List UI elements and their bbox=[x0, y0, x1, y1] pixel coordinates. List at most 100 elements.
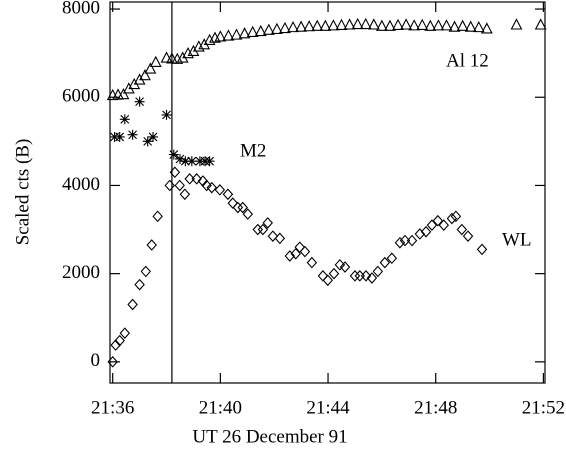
marker bbox=[446, 212, 458, 225]
marker bbox=[464, 20, 477, 32]
annotation: M2 bbox=[240, 140, 266, 161]
marker bbox=[214, 30, 227, 42]
marker bbox=[214, 184, 226, 196]
marker bbox=[142, 136, 153, 147]
marker bbox=[106, 88, 119, 101]
marker bbox=[127, 298, 138, 311]
x-tick-label: 21:44 bbox=[306, 397, 350, 418]
y-tick-label: 4000 bbox=[62, 174, 100, 195]
marker bbox=[375, 19, 388, 31]
marker bbox=[144, 62, 157, 74]
marker bbox=[360, 270, 372, 282]
marker bbox=[191, 173, 202, 185]
marker bbox=[134, 96, 145, 107]
marker bbox=[160, 51, 173, 63]
marker bbox=[134, 278, 145, 291]
marker bbox=[257, 223, 269, 236]
marker bbox=[222, 188, 234, 201]
marker bbox=[334, 258, 346, 271]
annotation: WL bbox=[502, 229, 532, 250]
marker bbox=[450, 210, 462, 223]
marker bbox=[392, 18, 404, 30]
marker bbox=[426, 219, 438, 231]
marker bbox=[201, 179, 212, 192]
marker bbox=[238, 27, 251, 39]
marker bbox=[448, 20, 461, 32]
marker bbox=[311, 19, 324, 31]
marker bbox=[510, 18, 523, 30]
marker bbox=[179, 188, 191, 201]
marker bbox=[204, 156, 215, 167]
y-tick-label: 6000 bbox=[62, 86, 100, 107]
marker bbox=[294, 241, 306, 254]
marker bbox=[107, 356, 118, 368]
marker bbox=[416, 18, 429, 30]
marker bbox=[351, 17, 364, 30]
y-axis-title: Scaled cts (B) bbox=[12, 139, 33, 246]
marker bbox=[174, 153, 185, 164]
marker bbox=[119, 114, 130, 125]
marker bbox=[139, 69, 151, 81]
marker bbox=[343, 18, 356, 30]
marker bbox=[295, 20, 308, 32]
marker bbox=[303, 20, 316, 32]
marker bbox=[420, 225, 432, 238]
marker bbox=[242, 208, 254, 220]
marker bbox=[184, 173, 195, 185]
marker bbox=[384, 19, 396, 31]
marker bbox=[203, 33, 216, 45]
marker bbox=[379, 256, 391, 269]
marker bbox=[372, 265, 384, 278]
marker bbox=[140, 265, 152, 278]
marker bbox=[149, 55, 162, 68]
marker bbox=[400, 18, 413, 30]
marker bbox=[290, 247, 301, 260]
annotation: Al 12 bbox=[446, 50, 489, 71]
y-tick-label: 8000 bbox=[62, 0, 100, 18]
marker bbox=[168, 149, 179, 160]
marker bbox=[267, 230, 279, 242]
marker bbox=[169, 166, 181, 179]
marker bbox=[194, 156, 205, 167]
marker bbox=[432, 214, 444, 227]
marker bbox=[438, 219, 450, 231]
marker bbox=[424, 19, 437, 31]
marker bbox=[227, 197, 238, 209]
marker bbox=[284, 250, 296, 262]
marker bbox=[230, 28, 243, 40]
marker bbox=[180, 156, 191, 167]
marker bbox=[432, 19, 445, 31]
marker bbox=[399, 234, 411, 247]
marker bbox=[394, 236, 406, 249]
marker bbox=[456, 223, 468, 236]
marker bbox=[462, 230, 474, 242]
marker bbox=[109, 131, 120, 142]
marker bbox=[480, 22, 493, 34]
marker bbox=[339, 261, 351, 273]
marker bbox=[117, 87, 130, 100]
marker bbox=[440, 19, 453, 31]
marker bbox=[148, 131, 159, 142]
marker bbox=[299, 245, 311, 258]
marker bbox=[262, 23, 275, 35]
x-axis-title: UT 26 December 91 bbox=[192, 426, 347, 447]
marker bbox=[328, 267, 340, 280]
marker bbox=[279, 21, 291, 34]
marker bbox=[110, 339, 121, 351]
marker bbox=[367, 18, 380, 30]
marker bbox=[206, 181, 217, 194]
marker bbox=[222, 29, 235, 41]
marker bbox=[317, 270, 329, 282]
marker bbox=[287, 20, 299, 33]
marker bbox=[319, 19, 332, 31]
marker bbox=[114, 334, 125, 347]
marker bbox=[186, 156, 197, 167]
marker bbox=[192, 40, 205, 52]
marker bbox=[254, 24, 267, 37]
x-tick-label: 21:40 bbox=[199, 397, 242, 418]
marker bbox=[270, 22, 283, 34]
marker bbox=[182, 46, 194, 59]
marker bbox=[252, 223, 264, 236]
